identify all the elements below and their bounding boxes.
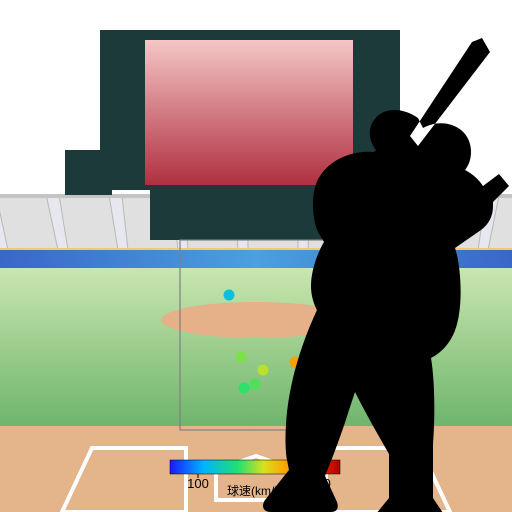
- pitch-marker: [239, 383, 250, 394]
- scoreboard-screen: [145, 40, 353, 185]
- pitch-marker: [250, 379, 261, 390]
- legend-tick-label: 100: [187, 476, 209, 491]
- pitch-marker: [236, 352, 247, 363]
- pitch-marker: [258, 365, 269, 376]
- stands-panel: [59, 196, 118, 250]
- pitch-marker: [224, 290, 235, 301]
- pitch-location-chart: 100150球速(km/h): [0, 0, 512, 512]
